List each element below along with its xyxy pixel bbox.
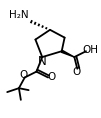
Text: O: O bbox=[20, 70, 28, 80]
Text: O: O bbox=[72, 67, 80, 77]
Text: H₂N: H₂N bbox=[9, 10, 29, 20]
Text: N: N bbox=[38, 55, 47, 68]
Text: O: O bbox=[48, 72, 56, 82]
Polygon shape bbox=[61, 50, 74, 57]
Text: OH: OH bbox=[82, 45, 98, 55]
